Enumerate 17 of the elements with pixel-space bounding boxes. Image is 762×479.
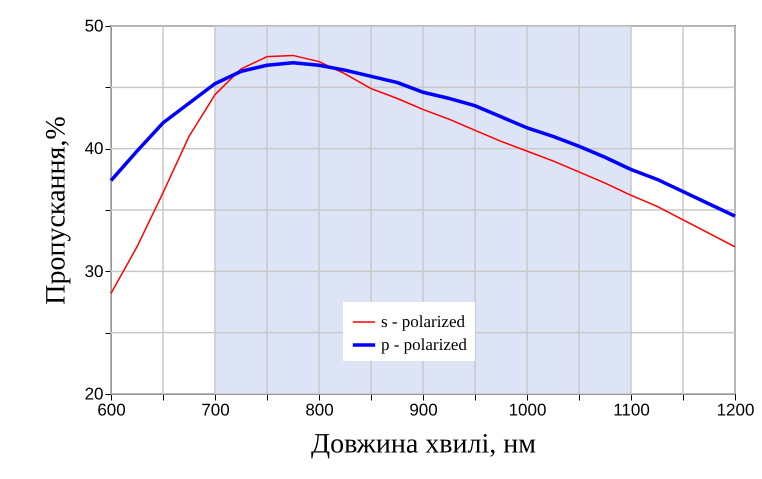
x-tick-label: 700 — [201, 400, 230, 420]
x-tick-label: 1000 — [508, 400, 546, 420]
y-tick-label: 50 — [84, 16, 104, 36]
line-series — [110, 54, 736, 294]
x-tick-label: 600 — [97, 400, 126, 420]
x-axis-title: Довжина хвилі, нм — [311, 428, 536, 460]
y-tick-label: 40 — [84, 139, 104, 158]
legend-label: p - polarized — [381, 335, 468, 354]
legend-label: s - polarized — [381, 312, 466, 331]
y-tick-label: 30 — [84, 262, 104, 281]
x-tick-label: 800 — [305, 400, 334, 420]
y-axis-title: Пропускання,% — [40, 116, 72, 305]
x-tick-label: 900 — [409, 400, 438, 420]
x-tick-label: 1100 — [613, 400, 650, 420]
x-tick-label: 1200 — [716, 400, 754, 420]
line-series — [109, 61, 737, 218]
y-tick-label: 20 — [84, 384, 104, 404]
